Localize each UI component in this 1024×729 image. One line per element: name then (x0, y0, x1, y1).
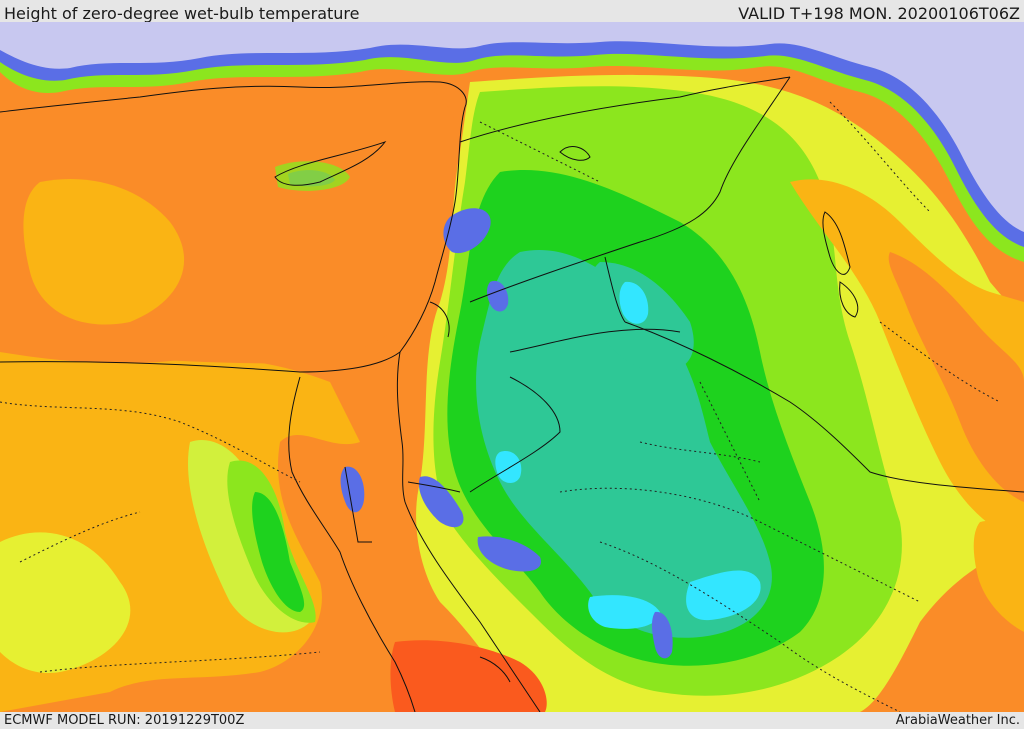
field-cyan-3 (686, 570, 761, 621)
valid-time: VALID T+198 MON. 20200106T06Z (738, 4, 1020, 23)
field-blue-5 (651, 611, 673, 659)
field-med-amber (23, 178, 185, 325)
field-red-patch (390, 640, 547, 712)
field-arabia-teal (476, 250, 772, 638)
map-title: Height of zero-degree wet-bulb temperatu… (4, 4, 360, 23)
field-iran-orange (888, 252, 1024, 502)
field-blue-3 (418, 476, 464, 528)
field-se-orange (973, 520, 1024, 632)
coastlines (0, 76, 1024, 712)
field-north-pale (0, 22, 1024, 232)
model-run: ECMWF MODEL RUN: 20191229T00Z (4, 713, 245, 728)
field-africa-green-2 (252, 492, 305, 612)
bottom-bar (0, 712, 1024, 729)
top-bar (0, 0, 1024, 22)
field-blue-2 (487, 280, 509, 312)
field-cyan-2 (495, 451, 522, 484)
field-iran-amber (790, 179, 1024, 543)
credit: ArabiaWeather Inc. (895, 713, 1020, 728)
internal-boundaries (0, 101, 1001, 712)
weather-map (0, 22, 1024, 712)
field-blue-1 (443, 208, 491, 254)
field-blue-4 (477, 536, 541, 572)
field-cyan-1 (619, 281, 649, 324)
field-cyan-4 (588, 595, 660, 629)
field-africa-yellow (0, 532, 131, 673)
